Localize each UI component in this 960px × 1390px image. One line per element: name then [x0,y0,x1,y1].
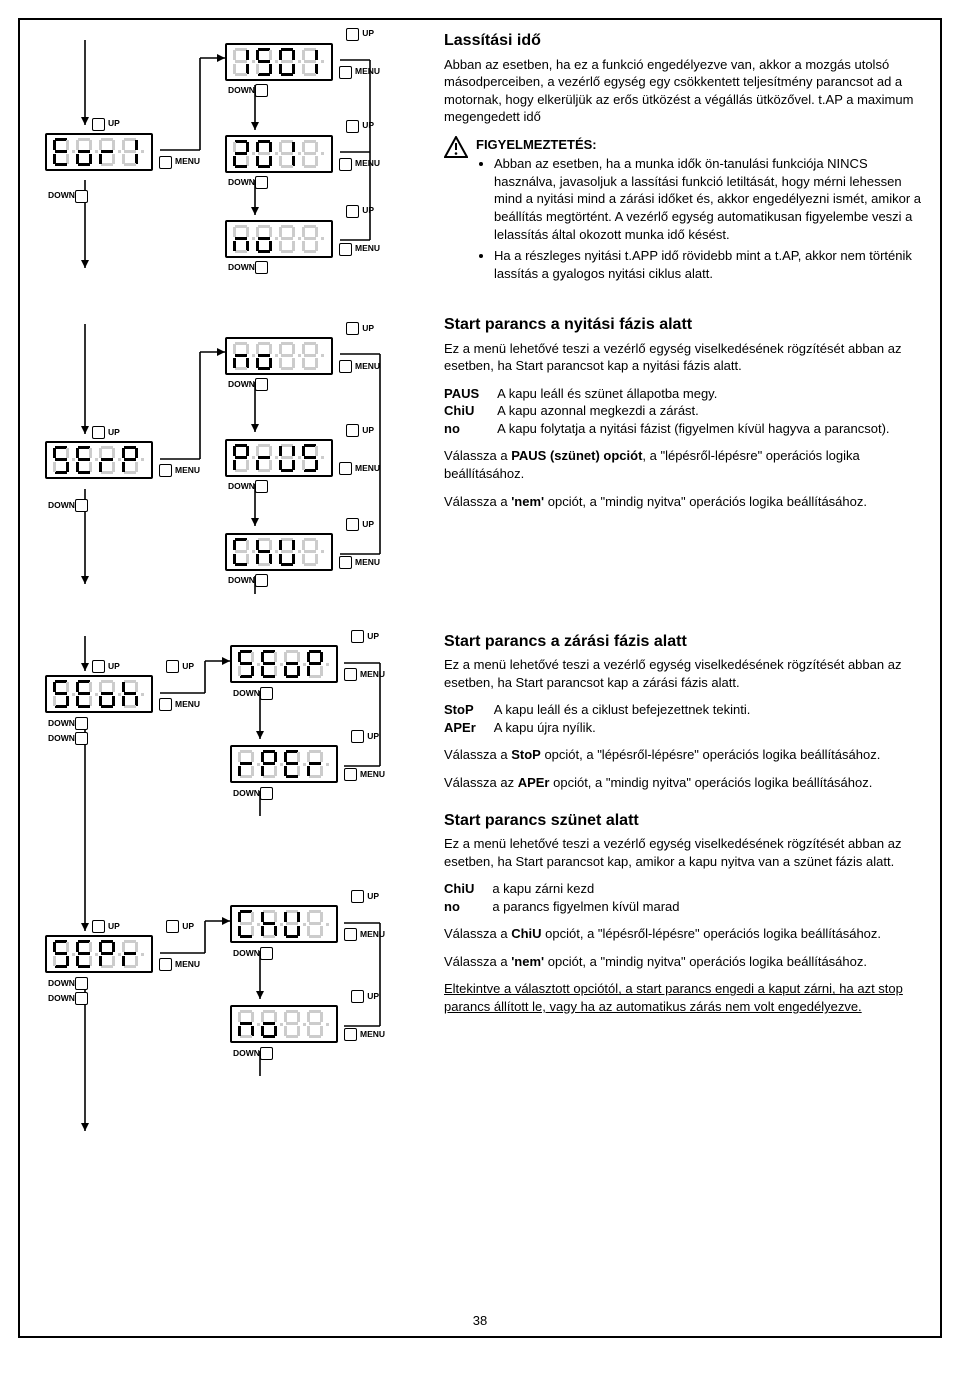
up-button[interactable] [92,920,105,933]
up-button[interactable] [92,118,105,131]
warn-list: Abban az esetben, ha a munka idők ön-tan… [476,155,924,282]
warn-title: FIGYELMEZTETÉS: [476,137,597,152]
deflist-2: PAUSA kapu leáll és szünet állapotba meg… [444,385,890,438]
lcd-r1-top: MENUUPDOWN [225,43,380,81]
up-button[interactable] [92,660,105,673]
intro-2: Ez a menü lehetővé teszi a vezérlő egysé… [444,340,924,375]
lcd-4-rtop: MENUUPDOWN [230,905,385,943]
title-1: Lassítási idő [444,30,924,52]
lcd-r2-top: MENUUPDOWN [225,337,380,375]
lcd-3-rmid: MENUUPDOWN [230,745,385,783]
intro-3: Ez a menü lehetővé teszi a vezérlő egysé… [444,656,924,691]
lcd-4-left: MENUUPDOWN [45,935,200,973]
lcd-r1-mid: MENUUPDOWN [225,135,380,173]
lcd-r2-mid: MENUUPDOWN [225,439,380,477]
note4-1: Válassza a ChiU opciót, a "lépésről-lépé… [444,925,924,943]
para-1-1: Abban az esetben, ha ez a funkció engedé… [444,56,924,126]
block-lassitasi: MENU MENUUPDOWN MENUUPDOWN MENUUPDOWN UP… [30,30,924,292]
lcd-r1-bot: MENUUPDOWN [225,220,380,258]
lcd-4-rmid: MENUUPDOWN [230,1005,385,1043]
down-button[interactable] [75,190,88,203]
page-frame: MENU MENUUPDOWN MENUUPDOWN MENUUPDOWN UP… [18,18,942,1338]
note2-1: Válassza a PAUS (szünet) opciót, a "lépé… [444,447,924,482]
lcd-3-rtop: MENUUPDOWN [230,645,385,683]
page-number: 38 [20,1312,940,1330]
title-4: Start parancs szünet alatt [444,810,924,832]
block-start-nyitasi: MENU MENUUPDOWN MENUUPDOWN MENUUPDOWN UP… [30,314,924,609]
note3-2: Válassza az APEr opciót, a "mindig nyitv… [444,774,924,792]
lcd-main-2: MENU [45,441,200,479]
warning-icon [444,136,468,158]
title-3: Start parancs a zárási fázis alatt [444,631,924,653]
note3-1: Válassza a StoP opciót, a "lépésről-lépé… [444,746,924,764]
block-3-4: MENUUPDOWN MENUUPDOWN MENUUPDOWN MENUUPD… [30,631,924,1156]
note4-2: Válassza a 'nem' opciót, a "mindig nyitv… [444,953,924,971]
down-button[interactable] [75,499,88,512]
lcd-3-left: MENUUPDOWN [45,675,200,713]
footer-4: Eltekintve a választott opciótól, a star… [444,980,924,1015]
note2-2: Válassza a 'nem' opciót, a "mindig nyitv… [444,493,924,511]
down-button[interactable] [75,992,88,1005]
up-button[interactable] [92,426,105,439]
title-2: Start parancs a nyitási fázis alatt [444,314,924,336]
down-button[interactable] [75,732,88,745]
deflist-4: ChiUa kapu zárni kezd noa parancs figyel… [444,880,680,915]
lcd-r2-bot: MENUUPDOWN [225,533,380,571]
intro-4: Ez a menü lehetővé teszi a vezérlő egysé… [444,835,924,870]
lcd-main-1: MENU [45,133,200,171]
deflist-3: StoPA kapu leáll és a ciklust befejezett… [444,701,750,736]
